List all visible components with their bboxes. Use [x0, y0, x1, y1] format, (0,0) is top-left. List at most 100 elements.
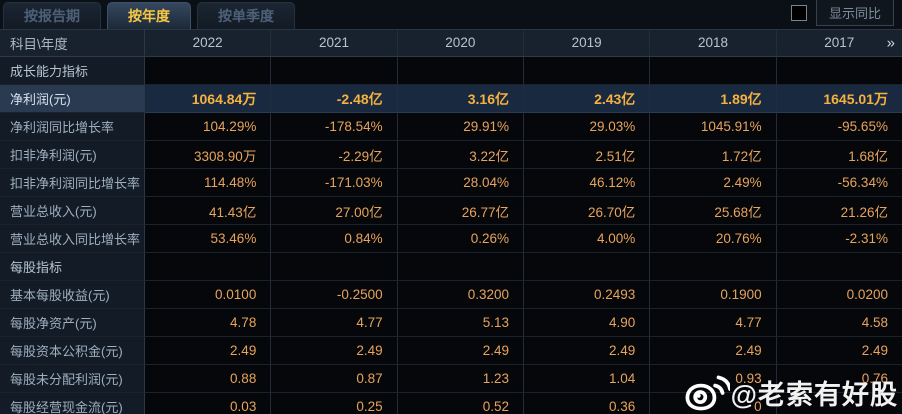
- row-label: 净利润(元): [0, 85, 145, 113]
- financial-table: 科目\年度 2022 2021 2020 2019 2018 2017 » 成长…: [0, 30, 902, 414]
- corner-header: 科目\年度: [0, 30, 145, 56]
- value-cell: -178.54%: [271, 113, 398, 141]
- value-cell: 0.3200: [397, 281, 524, 309]
- row-label: 每股未分配利润(元): [0, 365, 145, 393]
- table-row: 营业总收入(元) 41.43亿 27.00亿 26.77亿 26.70亿 25.68亿 21…: [0, 197, 902, 225]
- value-cell: 2.51亿: [523, 141, 651, 169]
- more-years-icon[interactable]: »: [886, 34, 895, 51]
- value-cell: 0.2493: [523, 281, 651, 309]
- value-cell: -2.29亿: [271, 141, 398, 169]
- value-cell: [776, 393, 902, 414]
- value-cell: 0.26%: [397, 225, 524, 253]
- year-header-label: 2017: [824, 35, 855, 50]
- value-cell: 0.36: [523, 393, 651, 414]
- value-cell: [776, 253, 902, 281]
- row-label: 扣非净利润同比增长率: [0, 169, 145, 197]
- row-label: 每股资本公积金(元): [0, 337, 145, 365]
- value-cell: 0.84%: [271, 225, 398, 253]
- row-label: 净利润同比增长率: [0, 113, 145, 141]
- value-cell: 3308.90万: [145, 141, 272, 169]
- table-row: 净利润同比增长率 104.29% -178.54% 29.91% 29.03% 1045.…: [0, 113, 902, 141]
- value-cell: 1.23: [397, 365, 524, 393]
- value-cell: -2.48亿: [271, 85, 398, 113]
- year-header-2017: 2017 »: [776, 30, 902, 56]
- value-cell: 1.68亿: [776, 141, 902, 169]
- value-cell: 25.68亿: [650, 197, 777, 225]
- value-cell: [776, 57, 902, 85]
- value-cell: 4.58: [776, 309, 902, 337]
- value-cell: 0: [650, 393, 777, 414]
- value-cell: 2.49: [145, 337, 272, 365]
- value-cell: 29.03%: [523, 113, 651, 141]
- row-label: 成长能力指标: [0, 57, 145, 85]
- value-cell: 1045.91%: [650, 113, 777, 141]
- value-cell: 114.48%: [145, 169, 272, 197]
- value-cell: 3.22亿: [397, 141, 524, 169]
- value-cell: 26.77亿: [397, 197, 524, 225]
- value-cell: 1.89亿: [650, 85, 777, 113]
- value-cell: [650, 253, 777, 281]
- value-cell: 2.43亿: [523, 85, 651, 113]
- value-cell: 0.93: [650, 365, 777, 393]
- tabbar-controls: 显示同比: [790, 0, 902, 26]
- value-cell: [523, 253, 651, 281]
- value-cell: [145, 253, 272, 281]
- section-header-row: 每股指标: [0, 253, 902, 281]
- value-cell: 1.72亿: [650, 141, 777, 169]
- year-header-2021: 2021: [271, 30, 398, 56]
- table-row: 每股净资产(元) 4.78 4.77 5.13 4.90 4.77 4.58: [0, 309, 902, 337]
- value-cell: 41.43亿: [145, 197, 272, 225]
- value-cell: [523, 57, 651, 85]
- table-row: 扣非净利润(元) 3308.90万 -2.29亿 3.22亿 2.51亿 1.72亿 1.6…: [0, 141, 902, 169]
- value-cell: [271, 57, 398, 85]
- value-cell: 2.49: [271, 337, 398, 365]
- table-row: 每股经营现金流(元) 0.03 0.25 0.52 0.36 0: [0, 393, 902, 414]
- tab-annual[interactable]: 按年度: [107, 2, 191, 29]
- value-cell: 0.03: [145, 393, 272, 414]
- value-cell: -171.03%: [271, 169, 398, 197]
- value-cell: 2.49: [523, 337, 651, 365]
- value-cell: -0.2500: [271, 281, 398, 309]
- value-cell: -95.65%: [776, 113, 902, 141]
- value-cell: 53.46%: [145, 225, 272, 253]
- value-cell: 2.49: [776, 337, 902, 365]
- value-cell: -2.31%: [776, 225, 902, 253]
- value-cell: [271, 253, 398, 281]
- table-row: 每股资本公积金(元) 2.49 2.49 2.49 2.49 2.49 2.49: [0, 337, 902, 365]
- value-cell: 0.1900: [650, 281, 777, 309]
- row-label: 营业总收入同比增长率: [0, 225, 145, 253]
- value-cell: 46.12%: [523, 169, 651, 197]
- value-cell: [145, 57, 272, 85]
- value-cell: 4.78: [145, 309, 272, 337]
- value-cell: 2.49: [650, 337, 777, 365]
- value-cell: 104.29%: [145, 113, 272, 141]
- tab-report-period[interactable]: 按报告期: [3, 2, 101, 29]
- year-header-2019: 2019: [523, 30, 651, 56]
- value-cell: 2.49: [397, 337, 524, 365]
- value-cell: 3.16亿: [397, 85, 524, 113]
- value-cell: -56.34%: [776, 169, 902, 197]
- tab-single-quarter[interactable]: 按单季度: [197, 2, 295, 29]
- value-cell: 28.04%: [397, 169, 524, 197]
- value-cell: 4.90: [523, 309, 651, 337]
- value-cell: 20.76%: [650, 225, 777, 253]
- row-label: 每股经营现金流(元): [0, 393, 145, 414]
- year-header-2020: 2020: [397, 30, 524, 56]
- row-label: 基本每股收益(元): [0, 281, 145, 309]
- value-cell: 0.0200: [776, 281, 902, 309]
- value-cell: 27.00亿: [271, 197, 398, 225]
- value-cell: 26.70亿: [523, 197, 651, 225]
- value-cell: 1645.01万: [776, 85, 902, 113]
- section-header-row: 成长能力指标: [0, 57, 902, 85]
- year-header-2022: 2022: [145, 30, 272, 56]
- value-cell: 0.87: [271, 365, 398, 393]
- value-cell: 0.0100: [145, 281, 272, 309]
- row-label: 每股净资产(元): [0, 309, 145, 337]
- tab-bar: 按报告期 按年度 按单季度 显示同比: [0, 0, 902, 30]
- table-header-row: 科目\年度 2022 2021 2020 2019 2018 2017 »: [0, 30, 902, 57]
- value-cell: 29.91%: [397, 113, 524, 141]
- yoy-checkbox[interactable]: [790, 4, 807, 21]
- value-cell: 4.00%: [523, 225, 651, 253]
- yoy-toggle-button[interactable]: 显示同比: [815, 0, 894, 26]
